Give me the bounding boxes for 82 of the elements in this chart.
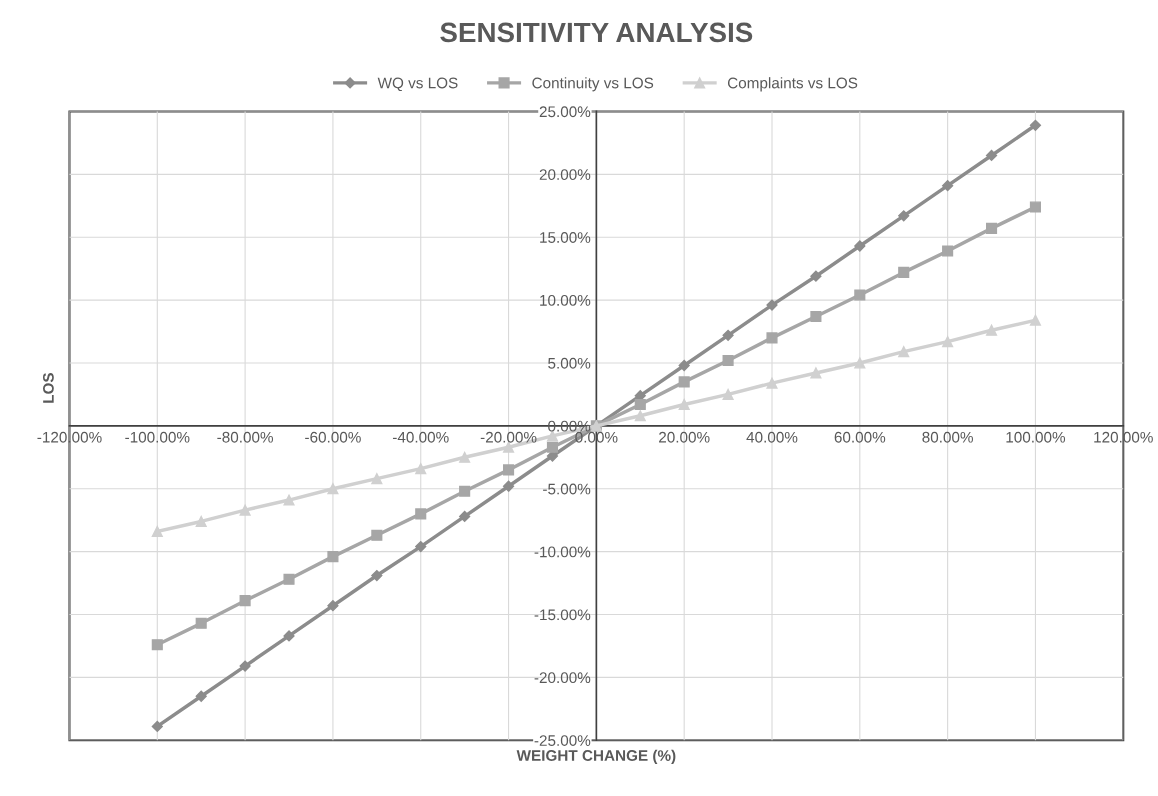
x-axis-title: WEIGHT CHANGE (%) xyxy=(516,749,676,764)
y-tick-label: -10.00% xyxy=(534,546,591,558)
point xyxy=(239,595,251,607)
point xyxy=(151,639,163,651)
point xyxy=(371,569,383,582)
point xyxy=(1029,314,1042,326)
point xyxy=(459,510,471,523)
point xyxy=(678,398,690,411)
point xyxy=(415,508,427,520)
point xyxy=(722,329,734,341)
point xyxy=(985,149,998,162)
point xyxy=(722,388,734,400)
point xyxy=(766,377,778,389)
y-tick-label: 10.00% xyxy=(540,294,591,306)
legend-label: Complaints vs LOS xyxy=(727,77,858,92)
x-tick-label: 40.00% xyxy=(746,431,798,443)
point xyxy=(942,180,954,192)
y-tick-label: 20.00% xyxy=(539,169,591,181)
point xyxy=(239,660,251,672)
point xyxy=(985,222,998,234)
legend-label: Continuity vs LOS xyxy=(532,77,654,92)
point xyxy=(1029,119,1042,131)
point xyxy=(678,359,690,372)
point xyxy=(283,630,295,642)
point xyxy=(151,720,163,733)
y-tick-label: -15.00% xyxy=(534,609,591,621)
point xyxy=(1029,201,1042,213)
point xyxy=(195,617,207,629)
point xyxy=(283,494,295,506)
point xyxy=(766,299,778,311)
point xyxy=(854,357,866,369)
y-tick-label: -20.00% xyxy=(534,672,591,684)
point xyxy=(283,573,295,585)
x-tick-label: -100.00% xyxy=(125,431,190,443)
y-tick-label: -5.00% xyxy=(543,483,591,495)
y-tick-label: 15.00% xyxy=(540,232,591,243)
y-tick-label: -25.00% xyxy=(534,735,591,746)
point xyxy=(371,473,383,485)
legend-label: WQ vs LOS xyxy=(377,77,458,92)
point xyxy=(898,346,910,358)
x-tick-label: 60.00% xyxy=(834,431,886,443)
point xyxy=(371,529,383,541)
point xyxy=(898,210,910,222)
point xyxy=(722,354,734,367)
point xyxy=(459,485,471,497)
point xyxy=(327,551,339,563)
x-tick-label: -40.00% xyxy=(392,431,449,443)
x-tick-label: -80.00% xyxy=(217,431,274,443)
point xyxy=(546,441,559,453)
point xyxy=(678,376,690,388)
point xyxy=(415,540,427,553)
point xyxy=(459,451,471,463)
point xyxy=(634,398,646,411)
x-tick-label: 100.00% xyxy=(1006,431,1066,443)
point xyxy=(327,600,339,612)
point xyxy=(239,504,251,516)
point xyxy=(942,245,954,257)
point xyxy=(634,410,646,422)
x-tick-label: 80.00% xyxy=(922,431,973,443)
point xyxy=(766,332,778,344)
x-tick-label: -60.00% xyxy=(305,431,361,443)
point xyxy=(195,515,207,527)
point xyxy=(195,690,207,702)
point xyxy=(854,240,866,252)
y-axis-title: LOS xyxy=(43,373,54,403)
point xyxy=(415,463,427,475)
point xyxy=(502,464,515,476)
y-tick-label: 5.00% xyxy=(548,357,591,369)
point xyxy=(854,289,866,301)
point xyxy=(898,266,910,278)
point xyxy=(810,367,822,379)
x-tick-label: 20.00% xyxy=(659,431,710,443)
point xyxy=(151,525,163,538)
point xyxy=(810,310,822,322)
chart-title: SENSITIVITY ANALYSIS xyxy=(440,22,753,43)
point xyxy=(985,324,998,336)
point xyxy=(810,270,822,282)
x-tick-label: -20.00% xyxy=(480,431,537,443)
y-tick-label: 25.00% xyxy=(539,106,591,118)
point xyxy=(327,483,339,495)
point xyxy=(942,336,954,348)
point xyxy=(502,480,515,492)
